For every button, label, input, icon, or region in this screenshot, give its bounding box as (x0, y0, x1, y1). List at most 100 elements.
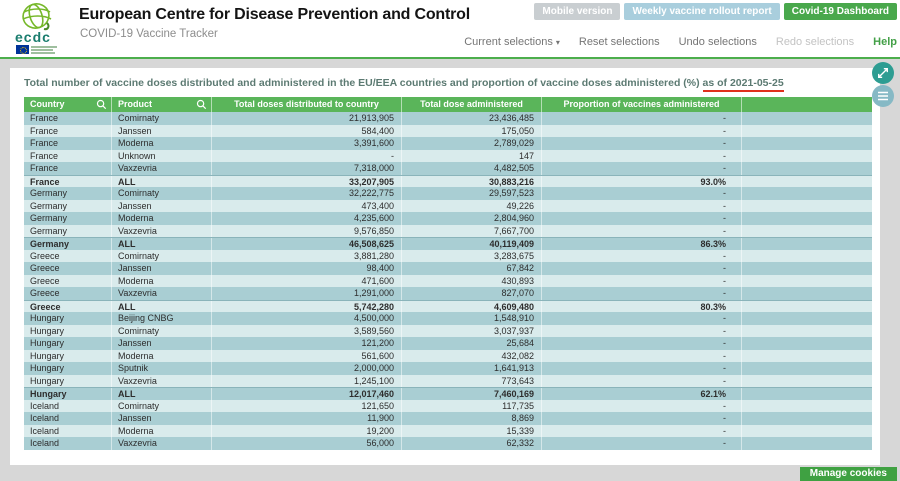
table-row[interactable]: Greece Janssen 98,400 67,842- (24, 262, 872, 275)
cell-country[interactable]: France (30, 150, 59, 161)
cell-product[interactable]: Beijing CNBG (111, 312, 211, 325)
table-row[interactable]: Iceland Moderna 19,200 15,339- (24, 424, 872, 437)
table-row[interactable]: France ALL 33,207,905 30,883,216 93.0% (24, 174, 872, 187)
cell-product[interactable]: Vaxzevria (111, 162, 211, 175)
cell-product[interactable]: Comirnaty (111, 187, 211, 200)
table-row[interactable]: Hungary Comirnaty 3,589,560 3,037,937- (24, 324, 872, 337)
cell-country[interactable]: Iceland (30, 425, 60, 436)
expand-button[interactable] (872, 62, 894, 84)
cell-country[interactable]: Hungary (30, 350, 65, 361)
cell-product[interactable]: ALL (111, 238, 211, 250)
table-row[interactable]: Greece Vaxzevria 1,291,000 827,070- (24, 287, 872, 300)
cell-country[interactable]: Hungary (30, 375, 65, 386)
cell-product[interactable]: Moderna (111, 274, 211, 287)
cell-product[interactable]: Moderna (111, 424, 211, 437)
table-row[interactable]: Greece Comirnaty 3,881,280 3,283,675- (24, 249, 872, 262)
cell-product[interactable]: Janssen (111, 124, 211, 137)
cell-country[interactable]: France (30, 138, 59, 148)
manage-cookies-button[interactable]: Manage cookies (799, 467, 897, 481)
column-header-total-dose-administered[interactable]: Total dose administered (401, 97, 541, 112)
table-row[interactable]: Hungary Sputnik 2,000,000 1,641,913- (24, 362, 872, 375)
table-row[interactable]: Iceland Vaxzevria 56,000 62,332- (24, 437, 872, 450)
cell-country[interactable]: Iceland (30, 400, 60, 411)
cell-country[interactable]: France (30, 125, 59, 136)
cell-country[interactable]: Germany (30, 200, 68, 211)
table-row[interactable]: France Moderna 3,391,600 2,789,029- (24, 137, 872, 150)
cell-country[interactable]: Iceland (30, 413, 60, 423)
table-row[interactable]: Iceland Janssen 11,900 8,869- (24, 412, 872, 425)
cell-country[interactable]: Hungary (30, 338, 65, 348)
table-row[interactable]: Germany Janssen 473,400 49,226- (24, 199, 872, 212)
table-row[interactable]: Hungary Beijing CNBG 4,500,000 1,548,910- (24, 312, 872, 325)
cell-product[interactable]: Comirnaty (111, 324, 211, 337)
cell-product[interactable]: ALL (111, 300, 211, 312)
cell-product[interactable]: ALL (111, 175, 211, 187)
table-row[interactable]: Hungary Moderna 561,600 432,082- (24, 349, 872, 362)
cell-product[interactable]: Janssen (111, 412, 211, 425)
cell-country[interactable]: France (30, 113, 59, 123)
cell-country[interactable]: Greece (30, 288, 60, 298)
cell-product[interactable]: Moderna (111, 137, 211, 150)
cell-country[interactable]: Greece (30, 263, 60, 273)
cell-product[interactable]: Moderna (111, 349, 211, 362)
cell-country[interactable]: Hungary (30, 363, 65, 373)
search-icon[interactable] (196, 99, 207, 110)
cell-country[interactable]: Germany (30, 225, 68, 236)
table-row[interactable]: Germany ALL 46,508,625 40,119,409 86.3% (24, 237, 872, 250)
cell-country[interactable]: Greece (30, 250, 60, 261)
table-row[interactable]: Greece ALL 5,742,280 4,609,480 80.3% (24, 299, 872, 313)
table-row[interactable]: Hungary Janssen 121,200 25,684- (24, 337, 872, 350)
table-row[interactable]: Germany Comirnaty 32,222,775 29,597,523- (24, 187, 872, 200)
menu-item-help[interactable]: Help (873, 36, 897, 48)
table-row[interactable]: Hungary Vaxzevria 1,245,100 773,643- (24, 374, 872, 387)
cell-country[interactable]: Germany (30, 188, 68, 198)
cell-country[interactable]: Hungary (30, 313, 65, 323)
cell-country[interactable]: Germany (30, 213, 68, 223)
search-icon[interactable] (96, 99, 107, 110)
table-row[interactable]: France Unknown -147- (24, 149, 872, 162)
cell-product[interactable]: Vaxzevria (111, 437, 211, 450)
menu-item-redo-selections[interactable]: Redo selections (775, 36, 855, 48)
header-button-1[interactable]: Weekly vaccine rollout report (624, 3, 780, 20)
table-row[interactable]: Germany Moderna 4,235,600 2,804,960- (24, 212, 872, 225)
cell-product[interactable]: ALL (111, 388, 211, 400)
cell-product[interactable]: Comirnaty (111, 399, 211, 412)
column-header-total-doses-distributed-to-country[interactable]: Total doses distributed to country (211, 97, 401, 112)
cell-product[interactable]: Vaxzevria (111, 224, 211, 237)
column-header-country[interactable]: Country (24, 97, 111, 112)
cell-product[interactable]: Janssen (111, 337, 211, 350)
cell-country[interactable]: Iceland (30, 438, 60, 448)
table-row[interactable]: Greece Moderna 471,600 430,893- (24, 274, 872, 287)
cell-product[interactable]: Janssen (111, 199, 211, 212)
column-header-product[interactable]: Product (111, 97, 211, 112)
table-row[interactable]: France Vaxzevria 7,318,000 4,482,505- (24, 162, 872, 175)
cell-product[interactable]: Vaxzevria (111, 374, 211, 387)
header-button-0[interactable]: Mobile version (534, 3, 621, 20)
cell-country[interactable]: Hungary (30, 389, 67, 399)
cell-product[interactable]: Vaxzevria (111, 287, 211, 300)
cell-product[interactable]: Unknown (111, 149, 211, 162)
menu-item-undo-selections[interactable]: Undo selections (678, 36, 757, 48)
cell-country[interactable]: France (30, 163, 59, 173)
cell-product[interactable]: Comirnaty (111, 112, 211, 125)
cell-country[interactable]: Hungary (30, 325, 65, 336)
table-row[interactable]: Hungary ALL 12,017,460 7,460,169 62.1% (24, 387, 872, 400)
table-row[interactable]: France Janssen 584,400 175,050- (24, 124, 872, 137)
cell-country[interactable]: Germany (30, 239, 70, 249)
cell-administered: 49,226 (401, 199, 541, 212)
cell-country[interactable]: France (30, 176, 60, 187)
panel-menu-button[interactable] (872, 85, 894, 107)
menu-item-reset-selections[interactable]: Reset selections (578, 36, 660, 48)
table-row[interactable]: Iceland Comirnaty 121,650 117,735- (24, 399, 872, 412)
cell-product[interactable]: Comirnaty (111, 249, 211, 262)
table-row[interactable]: France Comirnaty 21,913,905 23,436,485- (24, 112, 872, 125)
cell-country[interactable]: Greece (30, 275, 60, 286)
table-row[interactable]: Germany Vaxzevria 9,576,850 7,667,700- (24, 224, 872, 237)
menu-item-current-selections[interactable]: Current selections ▾ (464, 36, 560, 48)
header-button-2[interactable]: Covid-19 Dashboard (783, 3, 897, 20)
cell-country[interactable]: Greece (24, 301, 111, 313)
cell-product[interactable]: Sputnik (111, 362, 211, 375)
column-header-proportion-of-vaccines-administered[interactable]: Proportion of vaccines administered (541, 97, 741, 112)
cell-product[interactable]: Moderna (111, 212, 211, 225)
cell-product[interactable]: Janssen (111, 262, 211, 275)
